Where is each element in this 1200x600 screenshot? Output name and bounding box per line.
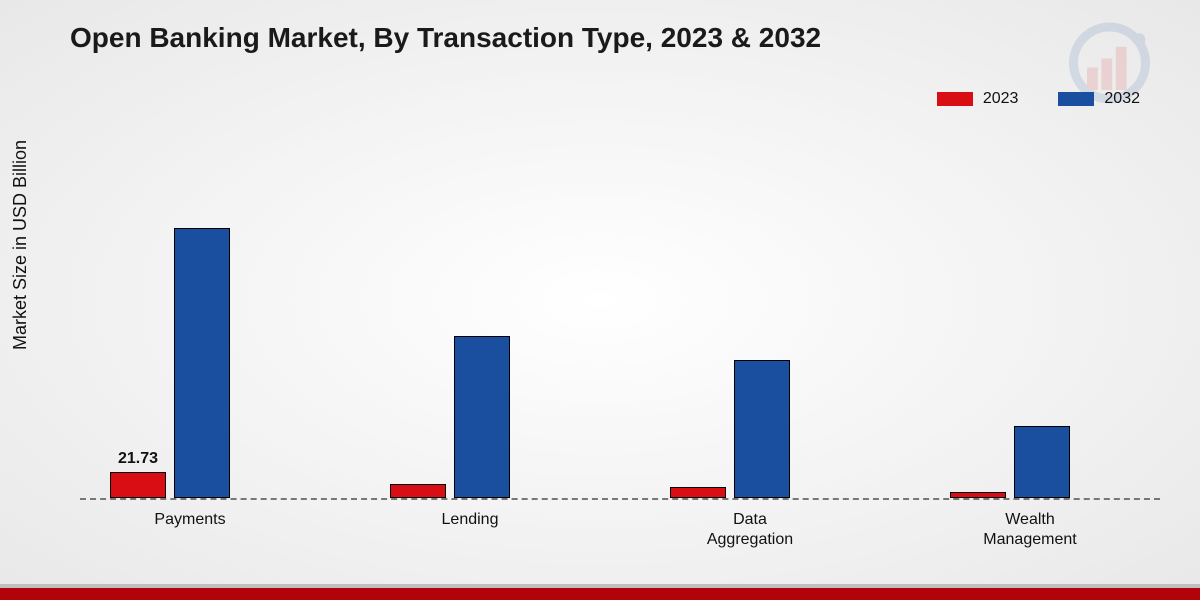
legend-swatch-2023 bbox=[937, 92, 973, 106]
bar-2032 bbox=[1014, 426, 1070, 498]
category-label: Lending bbox=[442, 510, 499, 530]
legend: 2023 2032 bbox=[937, 90, 1140, 108]
legend-label-2023: 2023 bbox=[983, 90, 1019, 108]
bar-2023 bbox=[670, 487, 726, 498]
bar-value-label: 21.73 bbox=[118, 450, 158, 468]
legend-item-2023: 2023 bbox=[937, 90, 1019, 108]
bar-2023 bbox=[950, 492, 1006, 498]
legend-label-2032: 2032 bbox=[1104, 90, 1140, 108]
legend-item-2032: 2032 bbox=[1058, 90, 1140, 108]
baseline bbox=[80, 498, 1160, 500]
footer-stripe bbox=[0, 584, 1200, 600]
bar-2032 bbox=[174, 228, 230, 498]
category-label: Wealth Management bbox=[983, 510, 1076, 550]
bar-2032 bbox=[454, 336, 510, 498]
bar-2032 bbox=[734, 360, 790, 498]
bar-2023 bbox=[390, 484, 446, 498]
chart-title: Open Banking Market, By Transaction Type… bbox=[70, 22, 821, 54]
y-axis-label: Market Size in USD Billion bbox=[10, 140, 31, 350]
category-label: Payments bbox=[154, 510, 225, 530]
plot-area: 21.73PaymentsLendingData AggregationWeal… bbox=[80, 140, 1160, 500]
legend-swatch-2032 bbox=[1058, 92, 1094, 106]
bar-2023 bbox=[110, 472, 166, 498]
category-label: Data Aggregation bbox=[707, 510, 793, 550]
chart-canvas: Open Banking Market, By Transaction Type… bbox=[0, 0, 1200, 600]
